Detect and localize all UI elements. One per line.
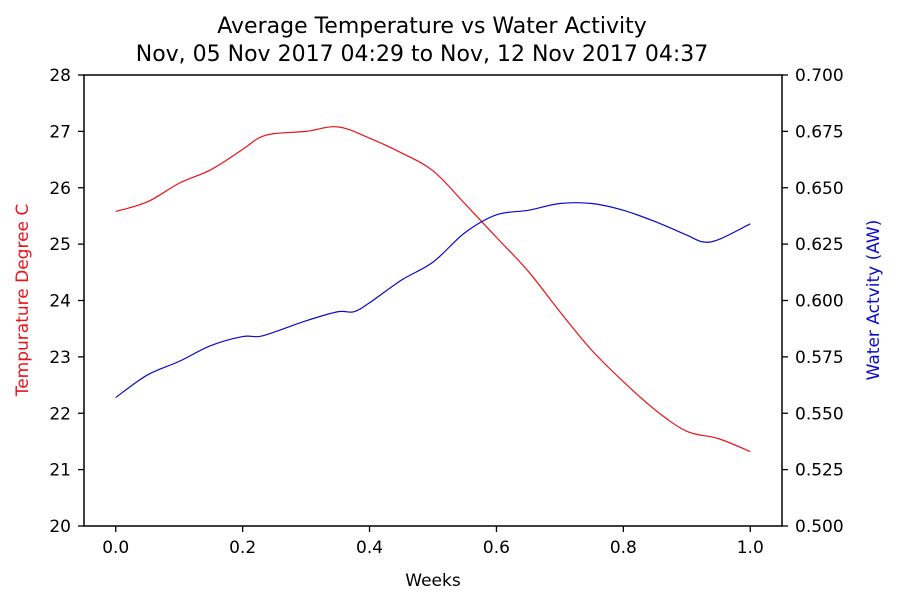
water-activity-series-line [115,202,751,398]
x-axis-label: Weeks [405,571,461,591]
y-left-tick-label: 23 [49,348,71,368]
y-right-tick-label: 0.550 [795,404,844,424]
y-right-tick-label: 0.650 [795,179,844,199]
y-left-tick-label: 26 [49,179,71,199]
x-tick-label: 0.0 [102,538,129,558]
y-right-tick-label: 0.500 [795,517,844,537]
y-left-axis-label: Tempurature Degree C [13,204,33,398]
y-right-tick-label: 0.525 [795,461,844,481]
y-right-axis-label: Water Actvity (AW) [864,220,884,381]
y-right-tick-label: 0.700 [795,66,844,86]
chart-title: Average Temperature vs Water Activity [217,14,646,39]
x-tick-label: 0.8 [610,538,637,558]
chart-subtitle: Nov, 05 Nov 2017 04:29 to Nov, 12 Nov 20… [136,42,709,67]
y-right-tick-label: 0.675 [795,122,844,142]
y-left-tick-label: 24 [49,292,71,312]
y-left-tick-label: 21 [49,461,71,481]
y-left-tick-label: 25 [49,235,71,255]
plot-frame [83,74,783,527]
x-tick-label: 0.2 [229,538,256,558]
y-left-tick-label: 27 [49,122,71,142]
y-left-tick-label: 22 [49,404,71,424]
y-right-tick-label: 0.575 [795,348,844,368]
series-layer [115,126,751,453]
temperature-series-line [115,126,751,453]
y-right-tick-label: 0.625 [795,235,844,255]
x-tick-label: 0.4 [356,538,383,558]
x-tick-label: 1.0 [737,538,764,558]
x-tick-label: 0.6 [483,538,510,558]
y-right-tick-label: 0.600 [795,292,844,312]
tick-layer: 0.0 0.2 0.4 0.6 0.8 1.0 20 21 22 23 24 25 26 27 28 0.50… [49,66,843,558]
y-left-tick-label: 20 [49,517,71,537]
y-left-tick-label: 28 [49,66,71,86]
